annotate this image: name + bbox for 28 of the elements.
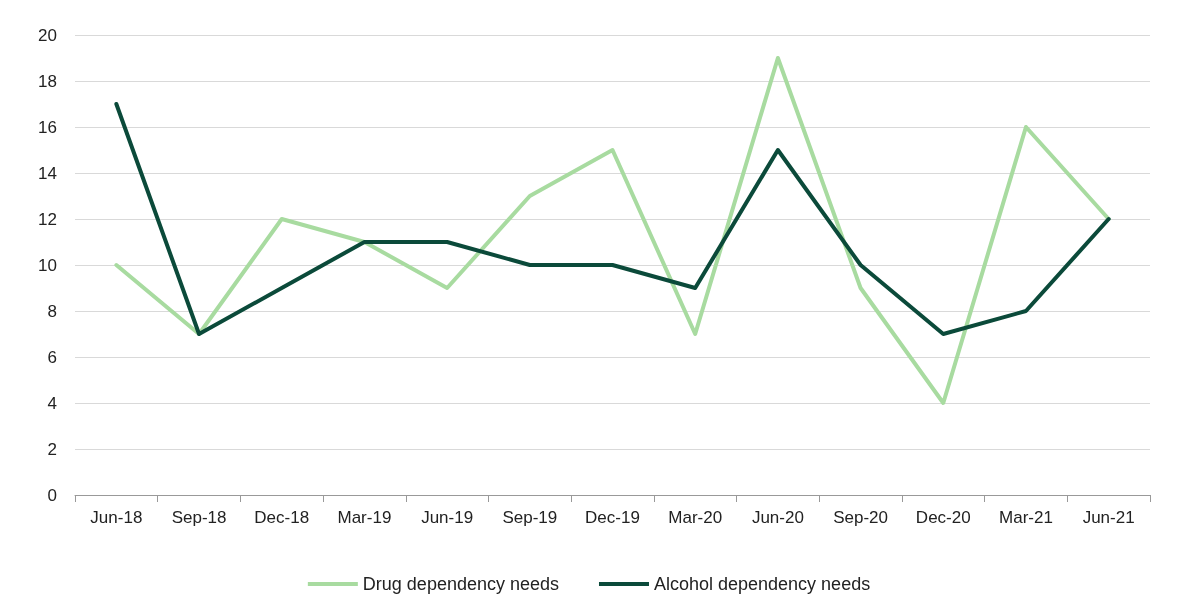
y-tick-label: 0 bbox=[47, 485, 57, 505]
line-series bbox=[114, 56, 1111, 405]
x-tick-label: Jun-21 bbox=[1082, 508, 1135, 527]
y-tick-label: 16 bbox=[38, 117, 57, 137]
line-series bbox=[114, 102, 1111, 336]
y-tick-label: 10 bbox=[38, 255, 57, 275]
x-tick-label: Dec-18 bbox=[254, 508, 310, 527]
x-tick-label: Sep-19 bbox=[502, 508, 558, 527]
y-tick-label: 12 bbox=[38, 209, 57, 229]
y-tick-label: 4 bbox=[47, 393, 57, 413]
y-tick-label: 6 bbox=[47, 347, 57, 367]
y-tick-label: 8 bbox=[47, 301, 57, 321]
legend-label: Drug dependency needs bbox=[362, 574, 559, 594]
x-tick-label: Jun-20 bbox=[751, 508, 804, 527]
x-tick-label: Jun-18 bbox=[90, 508, 143, 527]
x-tick-label: Dec-19 bbox=[585, 508, 640, 527]
y-tick-label: 20 bbox=[38, 25, 57, 45]
x-tick-label: Sep-18 bbox=[171, 508, 227, 527]
x-tick-label: Dec-20 bbox=[915, 508, 971, 527]
x-tick-label: Jun-19 bbox=[421, 508, 474, 527]
x-tick-label: Mar-21 bbox=[999, 508, 1053, 527]
y-tick-label: 14 bbox=[38, 163, 57, 183]
x-tick-label: Mar-19 bbox=[337, 508, 392, 527]
y-tick-label: 18 bbox=[38, 71, 57, 91]
legend-label: Alcohol dependency needs bbox=[653, 574, 871, 594]
x-tick-label: Mar-20 bbox=[668, 508, 723, 527]
y-tick-label: 2 bbox=[47, 439, 57, 459]
x-tick-label: Sep-20 bbox=[833, 508, 888, 527]
